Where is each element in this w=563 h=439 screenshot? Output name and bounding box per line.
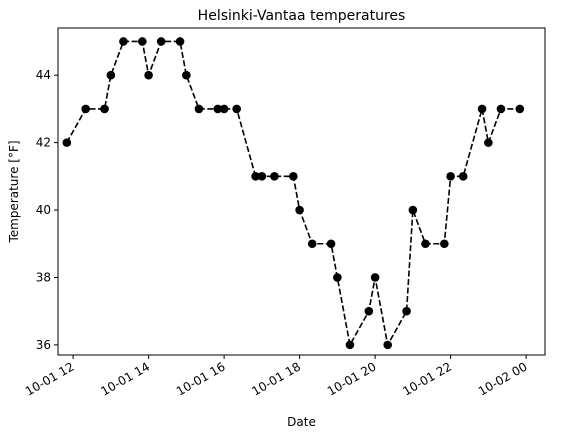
data-point — [440, 239, 449, 249]
data-point — [383, 340, 393, 350]
data-point — [477, 104, 487, 114]
data-point — [219, 104, 229, 114]
y-tick-label: 44 — [36, 68, 51, 82]
y-tick-label: 40 — [36, 203, 51, 217]
y-tick-label: 38 — [36, 270, 51, 284]
y-tick-label: 42 — [36, 136, 51, 150]
data-point — [156, 37, 166, 46]
data-point — [295, 205, 304, 215]
data-point — [496, 104, 506, 114]
y-axis-ticks: 36 38 40 42 44 — [36, 68, 58, 352]
plot-frame — [57, 27, 546, 356]
data-point — [100, 104, 109, 114]
data-point — [289, 172, 298, 181]
data-point — [62, 138, 72, 147]
data-point — [402, 306, 411, 316]
data-point — [81, 104, 90, 114]
data-point — [119, 37, 128, 46]
data-point — [326, 239, 336, 249]
data-point — [257, 172, 267, 181]
data-point — [458, 172, 468, 181]
data-point — [182, 70, 191, 80]
x-axis-title: Date — [287, 415, 316, 429]
temperature-series-line — [66, 40, 520, 348]
chart-title: Helsinki-Vantaa temperatures — [198, 8, 406, 24]
data-point — [484, 138, 493, 147]
plot-area-background — [58, 28, 545, 355]
data-point — [408, 205, 418, 215]
data-point — [307, 239, 317, 249]
data-point — [333, 273, 342, 282]
data-point — [106, 70, 116, 80]
data-point — [345, 340, 355, 350]
data-point — [144, 70, 153, 80]
data-point — [232, 104, 241, 114]
data-point — [446, 172, 455, 181]
data-point — [138, 37, 147, 46]
y-tick-label: 36 — [36, 338, 51, 352]
data-point — [251, 172, 260, 181]
data-point — [370, 273, 380, 282]
data-point — [364, 306, 374, 316]
data-point — [175, 37, 185, 46]
data-point — [213, 104, 223, 114]
data-point — [515, 104, 525, 114]
data-point — [194, 104, 204, 114]
y-axis-title: Temperature [°F] — [7, 140, 21, 243]
temperature-series-markers — [62, 37, 525, 350]
data-point — [421, 239, 430, 249]
data-point — [270, 172, 279, 181]
